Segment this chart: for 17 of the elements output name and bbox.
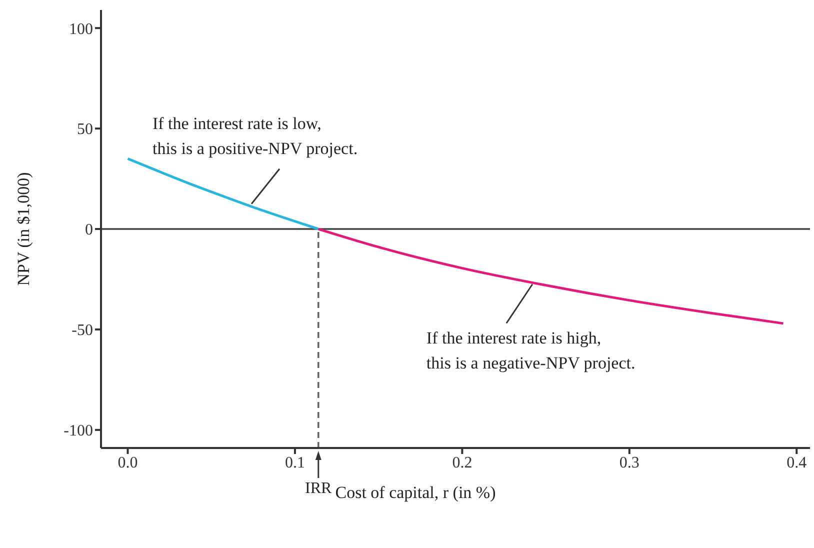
x-axis-title: Cost of capital, r (in %): [335, 483, 496, 502]
x-tick-label: 0.4: [786, 454, 807, 472]
x-tick-label: 0.0: [118, 454, 138, 472]
y-tick-label: -50: [72, 322, 93, 340]
line-series: [126, 157, 320, 230]
y-tick-label: 100: [69, 20, 93, 38]
y-axis-title: NPV (in $1,000): [14, 172, 34, 286]
x-tick-label: 0.3: [619, 454, 640, 472]
x-tick-label: 0.1: [284, 454, 305, 472]
y-tick-label: -100: [64, 422, 93, 440]
annotation: If the interest rate is low, this is a positive-NPV project.: [152, 114, 358, 158]
line-series: [317, 228, 784, 325]
y-tick-label: 50: [77, 121, 93, 138]
y-tick-label: 0: [85, 222, 93, 239]
x-tick-label: 0.2: [452, 454, 472, 472]
ref-line-label: IRR: [305, 480, 332, 497]
annotation: If the interest rate is high, this is a negative-NPV project.: [426, 328, 636, 372]
